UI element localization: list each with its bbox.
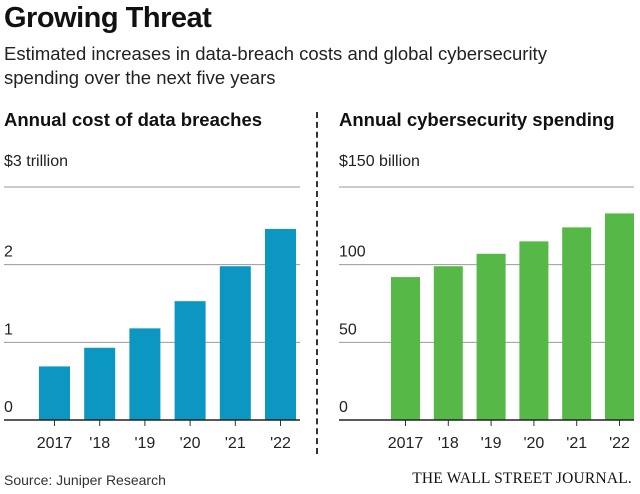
bar [605,213,634,420]
chart-subtitle: Estimated increases in data-breach costs… [4,43,547,88]
bar [39,366,70,420]
unit-label: $150 billion [339,153,420,170]
panel-divider [316,112,318,454]
bar [433,266,463,420]
x-tick-label: '19 [134,435,155,452]
y-tick-label: 100 [339,244,366,261]
bar [219,266,251,420]
right-panel-title: Annual cybersecurity spending [339,109,615,130]
x-tick-label: '19 [481,435,502,452]
bar [519,241,549,420]
x-tick-label: 2017 [37,435,73,452]
bar [174,301,206,420]
x-tick-label: '18 [438,435,459,452]
x-tick-label: '21 [225,435,246,452]
unit-label: $3 trillion [4,153,68,170]
bar [265,228,296,420]
left-panel-title: Annual cost of data breaches [4,109,263,130]
y-tick-label: 2 [4,244,13,261]
x-tick-label: '20 [180,435,201,452]
bar [84,347,116,420]
x-tick-label: '18 [89,435,110,452]
y-tick-label: 1 [4,321,13,338]
bar [391,277,420,420]
y-tick-label: 50 [339,321,357,338]
y-tick-label: 0 [4,399,13,416]
bar [476,253,506,420]
publisher-logo: THE WALL STREET JOURNAL. [412,470,632,487]
bar [129,328,161,420]
source-note: Source: Juniper Research [4,472,166,488]
x-tick-label: '20 [523,435,544,452]
x-tick-label: '22 [270,435,291,452]
x-tick-label: '21 [566,435,587,452]
x-tick-label: 2017 [388,435,424,452]
x-tick-label: '22 [609,435,630,452]
chart-title: Growing Threat [4,2,212,34]
bar [562,227,592,420]
y-tick-label: 0 [339,399,348,416]
